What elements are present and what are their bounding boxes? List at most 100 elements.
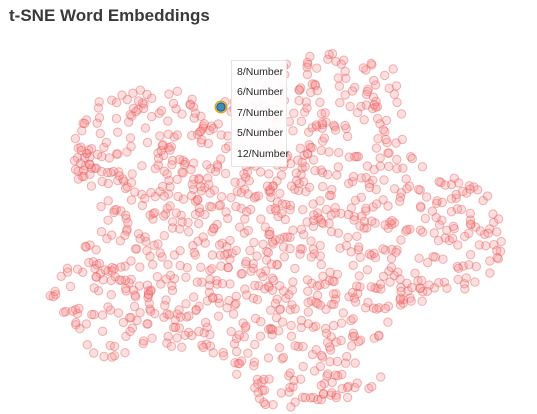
word-point[interactable] bbox=[142, 137, 153, 148]
word-point[interactable] bbox=[233, 358, 243, 369]
word-point[interactable] bbox=[286, 331, 297, 341]
word-point[interactable] bbox=[418, 227, 428, 237]
word-point[interactable] bbox=[267, 285, 278, 295]
word-point[interactable] bbox=[392, 164, 402, 174]
word-point[interactable] bbox=[368, 92, 379, 102]
word-point[interactable] bbox=[250, 280, 260, 291]
word-point[interactable] bbox=[349, 293, 360, 303]
word-point[interactable] bbox=[380, 303, 390, 314]
word-point[interactable] bbox=[97, 326, 108, 336]
word-point[interactable] bbox=[416, 275, 427, 286]
word-point[interactable] bbox=[48, 291, 58, 302]
word-point[interactable] bbox=[252, 374, 263, 384]
word-point[interactable] bbox=[483, 228, 493, 238]
word-point[interactable] bbox=[174, 323, 185, 333]
word-point[interactable] bbox=[493, 214, 504, 224]
word-point[interactable] bbox=[324, 147, 334, 157]
word-point[interactable] bbox=[340, 90, 350, 100]
word-point[interactable] bbox=[259, 374, 269, 385]
word-point[interactable] bbox=[125, 133, 136, 143]
word-point[interactable] bbox=[298, 205, 308, 215]
word-point[interactable] bbox=[198, 121, 209, 131]
word-point[interactable] bbox=[391, 138, 401, 148]
word-point[interactable] bbox=[222, 241, 232, 252]
word-point[interactable] bbox=[429, 283, 440, 293]
word-point[interactable] bbox=[166, 142, 177, 152]
word-point[interactable] bbox=[311, 297, 321, 308]
word-point[interactable] bbox=[256, 214, 266, 224]
word-point[interactable] bbox=[72, 153, 83, 163]
word-point[interactable] bbox=[121, 214, 131, 224]
word-point[interactable] bbox=[116, 206, 126, 216]
word-point[interactable] bbox=[465, 208, 475, 219]
word-point[interactable] bbox=[474, 240, 484, 250]
word-point[interactable] bbox=[150, 164, 161, 174]
word-point[interactable] bbox=[187, 130, 197, 141]
word-point[interactable] bbox=[135, 85, 146, 95]
word-point[interactable] bbox=[305, 393, 316, 403]
word-point[interactable] bbox=[128, 285, 139, 295]
word-point[interactable] bbox=[141, 236, 151, 247]
word-point[interactable] bbox=[106, 290, 117, 300]
word-point[interactable] bbox=[88, 257, 99, 267]
word-point[interactable] bbox=[325, 357, 335, 367]
word-point[interactable] bbox=[264, 230, 274, 240]
word-point[interactable] bbox=[350, 382, 360, 393]
word-point[interactable] bbox=[128, 103, 139, 114]
word-point[interactable] bbox=[297, 163, 307, 174]
word-point[interactable] bbox=[174, 154, 185, 165]
word-point[interactable] bbox=[85, 169, 95, 180]
word-point[interactable] bbox=[362, 86, 373, 97]
word-point[interactable] bbox=[147, 93, 157, 104]
word-point[interactable] bbox=[307, 278, 317, 288]
word-point[interactable] bbox=[159, 312, 169, 322]
word-point[interactable] bbox=[385, 277, 395, 287]
word-point[interactable] bbox=[196, 126, 206, 137]
word-point[interactable] bbox=[70, 164, 81, 175]
word-point[interactable] bbox=[362, 161, 373, 171]
word-point[interactable] bbox=[374, 303, 384, 313]
word-point[interactable] bbox=[353, 245, 363, 255]
word-point[interactable] bbox=[368, 175, 378, 186]
word-point[interactable] bbox=[206, 202, 217, 212]
word-point[interactable] bbox=[446, 194, 457, 204]
word-point[interactable] bbox=[84, 159, 95, 169]
word-point[interactable] bbox=[376, 284, 386, 294]
word-point[interactable] bbox=[168, 217, 178, 227]
word-point[interactable] bbox=[299, 177, 309, 187]
word-point[interactable] bbox=[278, 352, 289, 363]
word-point[interactable] bbox=[95, 128, 106, 139]
word-point[interactable] bbox=[375, 279, 386, 289]
word-point[interactable] bbox=[121, 286, 131, 296]
word-point[interactable] bbox=[384, 83, 394, 94]
word-point[interactable] bbox=[140, 123, 151, 133]
word-point[interactable] bbox=[415, 201, 426, 211]
word-point[interactable] bbox=[306, 236, 316, 246]
word-point[interactable] bbox=[249, 237, 259, 248]
word-point[interactable] bbox=[330, 203, 340, 213]
word-point[interactable] bbox=[297, 157, 307, 168]
word-point[interactable] bbox=[295, 249, 305, 259]
word-point[interactable] bbox=[321, 117, 331, 128]
word-point[interactable] bbox=[290, 341, 300, 351]
word-point[interactable] bbox=[319, 133, 330, 143]
word-point[interactable] bbox=[159, 191, 170, 201]
word-point[interactable] bbox=[120, 261, 130, 271]
word-point[interactable] bbox=[361, 89, 372, 100]
word-point[interactable] bbox=[238, 318, 248, 328]
word-point[interactable] bbox=[461, 273, 471, 283]
word-point[interactable] bbox=[316, 380, 326, 391]
word-point[interactable] bbox=[123, 218, 133, 228]
word-point[interactable] bbox=[395, 196, 405, 207]
word-point[interactable] bbox=[217, 238, 227, 248]
word-point[interactable] bbox=[103, 215, 113, 225]
word-point[interactable] bbox=[255, 167, 266, 177]
word-point[interactable] bbox=[272, 176, 282, 186]
word-point[interactable] bbox=[285, 232, 295, 243]
word-point[interactable] bbox=[137, 161, 147, 171]
word-point[interactable] bbox=[270, 235, 281, 245]
word-point[interactable] bbox=[337, 369, 347, 380]
word-point[interactable] bbox=[50, 286, 60, 297]
word-point[interactable] bbox=[169, 274, 180, 284]
